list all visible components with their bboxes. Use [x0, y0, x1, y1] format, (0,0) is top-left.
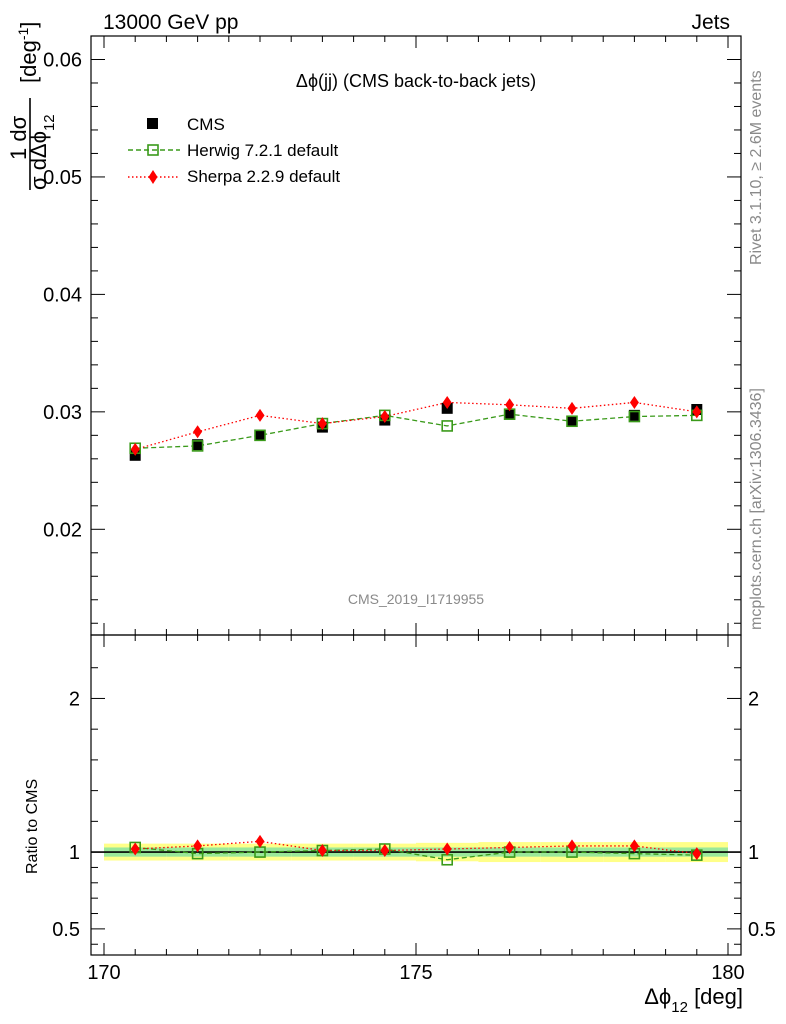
y-label-numerator: 1 dσ: [6, 115, 31, 160]
y-tick-label: 0.02: [43, 519, 82, 541]
ratio-line-sherpa: [135, 840, 697, 855]
x-tick-label: 170: [87, 962, 120, 984]
ratio-sherpa-point: [629, 839, 639, 853]
ratio-sherpa-point: [692, 847, 702, 861]
y-label-denominator: σ dΔϕ: [26, 131, 51, 190]
sherpa-point: [193, 425, 203, 439]
svg-text:[deg-1]: [deg-1]: [15, 22, 41, 83]
x-tick-label: 175: [399, 962, 432, 984]
sherpa-point: [317, 417, 327, 431]
y-tick-label: 0.05: [43, 167, 82, 189]
plot-title: Δϕ(jj) (CMS back-to-back jets): [296, 71, 536, 91]
sherpa-point: [629, 395, 639, 409]
svg-text:σ dΔϕ12: σ dΔϕ12: [26, 114, 58, 190]
herwig-point: [254, 429, 266, 442]
herwig-point: [191, 440, 204, 452]
herwig-point: [566, 415, 578, 428]
y-label-unit-sup: -1: [15, 28, 31, 41]
ratio-y-tick-label-right: 2: [748, 688, 759, 710]
legend-marker-herwig: [147, 144, 159, 156]
ratio-sherpa-point: [193, 839, 203, 853]
series-line-herwig: [135, 413, 697, 449]
header-right-label: Jets: [691, 11, 730, 34]
ratio-plot-frame: [90, 634, 742, 956]
legend-marker-cms: [147, 118, 158, 129]
header-left-label: 13000 GeV pp: [103, 11, 238, 34]
ratio-y-tick-label: 1: [69, 842, 80, 864]
y-tick-label: 0.04: [43, 284, 82, 306]
herwig-point: [628, 410, 641, 423]
legend: CMS Herwig 7.2.1 default Sherpa 2.2.9 de…: [128, 115, 340, 186]
side-label-top: Rivet 3.1.10, ≥ 2.6M events: [748, 70, 765, 265]
y-label-denominator-sub: 12: [41, 114, 58, 131]
y-label-unit: [deg: [16, 40, 41, 83]
y-tick-label: 0.06: [43, 49, 82, 71]
ratio-line-herwig: [135, 846, 697, 861]
legend-marker-sherpa: [148, 170, 158, 184]
ratio-sherpa-point: [380, 844, 390, 858]
sherpa-point: [505, 398, 515, 412]
cms-point: [566, 415, 578, 427]
ratio-sherpa-point: [442, 842, 452, 856]
ratio-sherpa-point: [130, 842, 140, 856]
sherpa-point: [567, 401, 577, 415]
series-line-sherpa: [135, 401, 697, 451]
ratio-y-tick-label: 2: [69, 688, 80, 710]
y-axis-label-main: 1 dσ σ dΔϕ12 [deg-1]: [6, 22, 58, 190]
y-label-unit-close: ]: [16, 22, 41, 28]
ratio-y-tick-label-right: 1: [748, 842, 759, 864]
sherpa-point: [255, 408, 265, 422]
ratio-sherpa-point: [505, 840, 515, 854]
herwig-point: [441, 420, 454, 432]
legend-label-cms: CMS: [187, 115, 225, 134]
ratio-sherpa-point: [255, 834, 265, 848]
cms-point: [254, 429, 266, 441]
ratio-sherpa-point: [567, 839, 577, 853]
side-label-bottom: mcplots.cern.ch [arXiv:1306.3436]: [748, 388, 765, 630]
cms-point: [504, 408, 516, 420]
cms-point: [628, 409, 640, 421]
sherpa-point: [130, 442, 140, 456]
ratio-sherpa-point: [317, 844, 327, 858]
cms-point: [192, 439, 204, 451]
x-axis-label: Δϕ12 [deg]: [644, 984, 743, 1016]
x-tick-label: 180: [711, 962, 744, 984]
sherpa-point: [692, 405, 702, 419]
legend-label-herwig: Herwig 7.2.1 default: [187, 141, 338, 160]
ratio-y-tick-label: 0.5: [52, 919, 80, 941]
y-tick-label: 0.03: [43, 402, 82, 424]
y-axis-label-ratio: Ratio to CMS: [24, 779, 41, 874]
legend-label-sherpa: Sherpa 2.2.9 default: [187, 167, 340, 186]
sherpa-point: [380, 410, 390, 424]
watermark: CMS_2019_I1719955: [348, 591, 484, 607]
sherpa-point: [442, 395, 452, 409]
ratio-y-tick-label-right: 0.5: [748, 919, 776, 941]
